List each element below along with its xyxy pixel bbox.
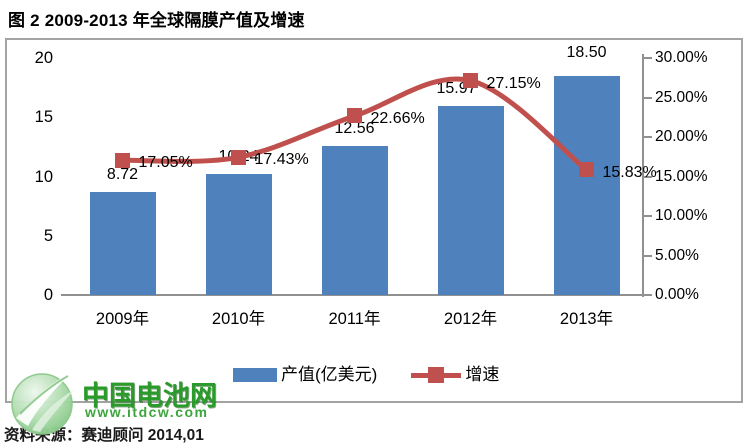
- y-axis-left-label: 5: [43, 226, 53, 245]
- y-axis-right-label: 0.00%: [655, 286, 699, 303]
- growth-value-label: 15.83%: [602, 163, 657, 181]
- y-axis-right-label: 20.00%: [655, 128, 708, 145]
- bar-value-label: 18.50: [566, 43, 607, 61]
- legend-line-label: 增速: [465, 365, 500, 384]
- line-marker-icon: [115, 152, 130, 168]
- y-axis-left-label: 0: [43, 286, 53, 304]
- right-axis-tick: [642, 96, 652, 99]
- x-axis-label: 2009年: [95, 310, 150, 328]
- page-title: 图 2 2009-2013 年全球隔膜产值及增速: [8, 11, 305, 30]
- plot-area: 0.00% 5.00% 10.00% 15.00% 20.00% 25.00% 30.00%…: [7, 40, 741, 401]
- watermark-title: 中国电池网: [82, 381, 217, 411]
- y-axis-left-label: 15: [34, 108, 53, 127]
- x-axis-label: 2012年: [443, 310, 498, 328]
- x-axis-label: 2010年: [211, 310, 266, 328]
- x-axis-line: [61, 294, 644, 296]
- bar: [553, 75, 620, 295]
- watermark-url: www.itdcw.com: [85, 404, 209, 420]
- line-marker-icon: [231, 149, 246, 165]
- line-marker-icon: [347, 108, 362, 124]
- y-axis-left-label: 10: [34, 167, 53, 186]
- growth-value-label: 22.66%: [370, 109, 425, 127]
- right-axis-tick: [642, 215, 652, 217]
- line-marker-icon: [463, 73, 478, 88]
- y-axis-right-label: 25.00%: [655, 88, 708, 106]
- right-axis-tick: [642, 254, 652, 257]
- y-axis-right-label: 10.00%: [655, 207, 708, 224]
- chart-frame: 0.00% 5.00% 10.00% 15.00% 20.00% 25.00% 30.00%…: [5, 38, 743, 403]
- legend-line-swatch: [411, 366, 462, 384]
- x-axis-label: 2013年: [559, 310, 614, 328]
- legend: 产值(亿美元) 增速: [233, 362, 499, 388]
- y-axis-left-label: 20: [34, 49, 53, 67]
- right-axis-tick: [642, 175, 652, 178]
- right-axis-tick: [642, 136, 652, 138]
- legend-bar-label: 产值(亿美元): [281, 365, 378, 384]
- growth-value-label: 17.43%: [254, 151, 309, 169]
- y-axis-right-label: 5.00%: [655, 246, 699, 264]
- growth-value-label: 17.05%: [138, 154, 193, 172]
- bar-value-label: 15.97: [436, 79, 477, 97]
- x-axis-label: 2011年: [328, 310, 381, 328]
- line-marker-icon: [579, 162, 594, 178]
- bar: [89, 191, 156, 295]
- y-axis-right-label: 30.00%: [655, 49, 708, 66]
- right-axis-tick: [642, 294, 652, 296]
- watermark: 中国电池网 www.itdcw.com: [10, 360, 240, 447]
- bar: [437, 105, 504, 295]
- legend-line-marker-icon: [428, 367, 445, 383]
- growth-value-label: 27.15%: [486, 74, 541, 92]
- watermark-logo-icon: [11, 372, 74, 435]
- y-axis-right-label: 15.00%: [655, 167, 708, 185]
- bar: [205, 173, 272, 295]
- bar: [321, 146, 388, 295]
- right-axis-tick: [642, 57, 652, 59]
- legend-bar-swatch: [233, 368, 277, 382]
